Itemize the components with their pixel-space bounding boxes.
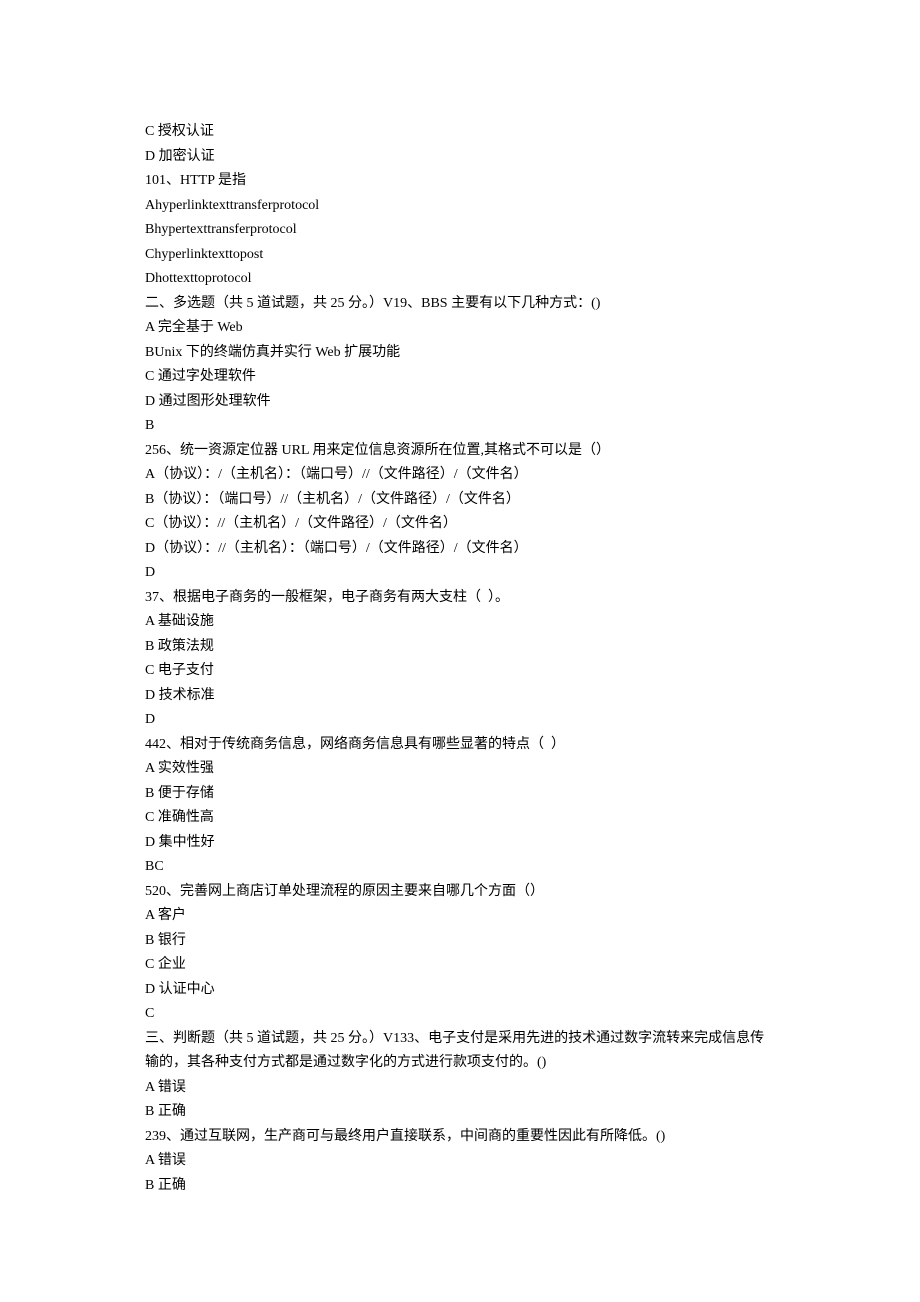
text-line: 239、通过互联网，生产商可与最终用户直接联系，中间商的重要性因此有所降低。(): [145, 1125, 775, 1150]
text-line: C 电子支付: [145, 659, 775, 684]
text-line: D 加密认证: [145, 145, 775, 170]
text-line: 520、完善网上商店订单处理流程的原因主要来自哪几个方面（）: [145, 880, 775, 905]
text-line: B 银行: [145, 929, 775, 954]
text-line: D 认证中心: [145, 978, 775, 1003]
text-line: D（协议）：//（主机名）：（端口号）/（文件路径）/（文件名）: [145, 537, 775, 562]
text-line: C（协议）：//（主机名）/（文件路径）/（文件名）: [145, 512, 775, 537]
text-line: D 技术标准: [145, 684, 775, 709]
document-body: C 授权认证 D 加密认证 101、HTTP 是指 Ahyperlinktext…: [145, 120, 775, 1198]
text-line: D 集中性好: [145, 831, 775, 856]
text-line: A 错误: [145, 1149, 775, 1174]
text-line: B: [145, 414, 775, 439]
text-line: D 通过图形处理软件: [145, 390, 775, 415]
text-line: 二、多选题（共 5 道试题，共 25 分。）V19、BBS 主要有以下几种方式：…: [145, 292, 775, 317]
text-line: A 实效性强: [145, 757, 775, 782]
text-line: Ahyperlinktexttransferprotocol: [145, 194, 775, 219]
text-line: A 完全基于 Web: [145, 316, 775, 341]
text-line: Bhypertexttransferprotocol: [145, 218, 775, 243]
text-line: B 政策法规: [145, 635, 775, 660]
text-line: 37、根据电子商务的一般框架，电子商务有两大支柱（ ）。: [145, 586, 775, 611]
text-line: 三、判断题（共 5 道试题，共 25 分。）V133、电子支付是采用先进的技术通…: [145, 1027, 775, 1076]
text-line: A 客户: [145, 904, 775, 929]
text-line: A（协议）：/（主机名）：（端口号）//（文件路径）/（文件名）: [145, 463, 775, 488]
text-line: C 授权认证: [145, 120, 775, 145]
text-line: B 便于存储: [145, 782, 775, 807]
text-line: B 正确: [145, 1174, 775, 1199]
text-line: C 企业: [145, 953, 775, 978]
text-line: B（协议）：（端口号）//（主机名）/（文件路径）/（文件名）: [145, 488, 775, 513]
text-line: Dhottexttoprotocol: [145, 267, 775, 292]
text-line: A 错误: [145, 1076, 775, 1101]
text-line: 442、相对于传统商务信息，网络商务信息具有哪些显著的特点（ ）: [145, 733, 775, 758]
text-line: D: [145, 561, 775, 586]
text-line: C: [145, 1002, 775, 1027]
text-line: C 准确性高: [145, 806, 775, 831]
text-line: Chyperlinktexttopost: [145, 243, 775, 268]
text-line: B 正确: [145, 1100, 775, 1125]
text-line: BC: [145, 855, 775, 880]
text-line: 256、统一资源定位器 URL 用来定位信息资源所在位置,其格式不可以是（）: [145, 439, 775, 464]
text-line: 101、HTTP 是指: [145, 169, 775, 194]
text-line: A 基础设施: [145, 610, 775, 635]
text-line: C 通过字处理软件: [145, 365, 775, 390]
text-line: D: [145, 708, 775, 733]
text-line: BUnix 下的终端仿真并实行 Web 扩展功能: [145, 341, 775, 366]
